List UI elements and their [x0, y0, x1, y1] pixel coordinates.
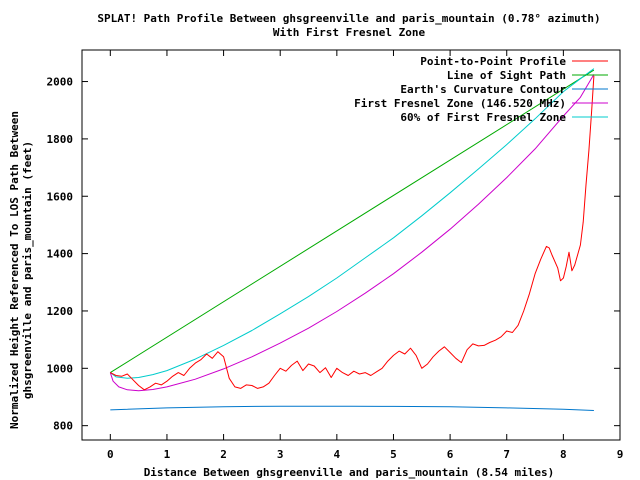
x-tick-label: 1 — [164, 448, 171, 461]
x-tick-label: 7 — [503, 448, 510, 461]
data-series — [109, 68, 595, 411]
chart-subtitle: With First Fresnel Zone — [273, 26, 426, 39]
x-tick-label: 0 — [107, 448, 114, 461]
series-line-3 — [109, 74, 595, 392]
y-tick-label: 1200 — [47, 305, 74, 318]
chart-title: SPLAT! Path Profile Between ghsgreenvill… — [97, 12, 600, 25]
x-tick-label: 5 — [390, 448, 397, 461]
series-line-4 — [109, 68, 595, 379]
legend-label: Point-to-Point Profile — [420, 55, 566, 68]
y-tick-label: 2000 — [47, 76, 74, 89]
plot-frame — [81, 49, 621, 441]
y-axis-label-line-2: ghsgreenville and paris_mountain (feet) — [21, 141, 34, 399]
legend-label: 60% of First Fresnel Zone — [400, 111, 566, 124]
x-tick-label: 6 — [447, 448, 454, 461]
y-tick-label: 800 — [53, 420, 73, 433]
series-line-2 — [110, 405, 594, 411]
y-tick-label: 1600 — [47, 190, 74, 203]
x-tick-label: 2 — [220, 448, 227, 461]
x-tick-label: 9 — [617, 448, 624, 461]
x-tick-label: 8 — [560, 448, 567, 461]
y-axis-label-line-1: Normalized Height Referenced To LOS Path… — [8, 111, 21, 429]
y-axis-label: Normalized Height Referenced To LOS Path… — [8, 111, 34, 429]
series-line-0 — [110, 75, 595, 391]
legend-label: Earth's Curvature Contour — [400, 83, 566, 96]
series-line-1 — [110, 69, 595, 374]
y-tick-label: 1000 — [47, 362, 74, 375]
legend-label: First Fresnel Zone (146.520 MHz) — [354, 97, 566, 110]
y-tick-label: 1800 — [47, 133, 74, 146]
y-tick-label: 1400 — [47, 248, 74, 261]
x-axis-label: Distance Between ghsgreenville and paris… — [144, 466, 555, 479]
x-tick-label: 3 — [277, 448, 284, 461]
x-tick-label: 4 — [334, 448, 341, 461]
legend-label: Line of Sight Path — [447, 69, 566, 82]
